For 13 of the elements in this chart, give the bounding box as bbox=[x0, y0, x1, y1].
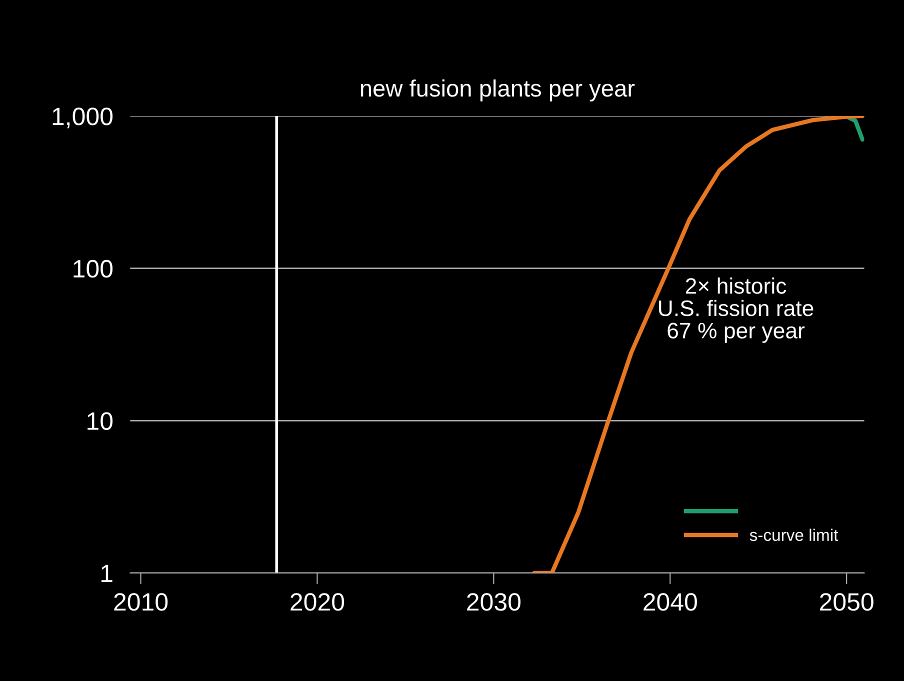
y-tick-label: 1 bbox=[102, 564, 112, 582]
y-tick-label: 10 bbox=[88, 412, 113, 430]
x-tick-label: 2030 bbox=[467, 593, 521, 611]
annotation: 2× historic U.S. fission rate 67 % per year bbox=[659, 278, 814, 343]
line-series bbox=[532, 116, 864, 573]
x-tick-label: 2010 bbox=[114, 593, 168, 611]
legend-label: s-curve limit bbox=[750, 528, 838, 541]
y-tick-label: 1,000 bbox=[52, 108, 113, 128]
chart-title: new fusion plants per year bbox=[360, 79, 635, 102]
x-tick-label: 2040 bbox=[644, 593, 697, 611]
x-tick-label: 2050 bbox=[820, 593, 874, 611]
x-tick-label: 2020 bbox=[290, 593, 344, 611]
y-tick-label: 100 bbox=[74, 260, 113, 278]
